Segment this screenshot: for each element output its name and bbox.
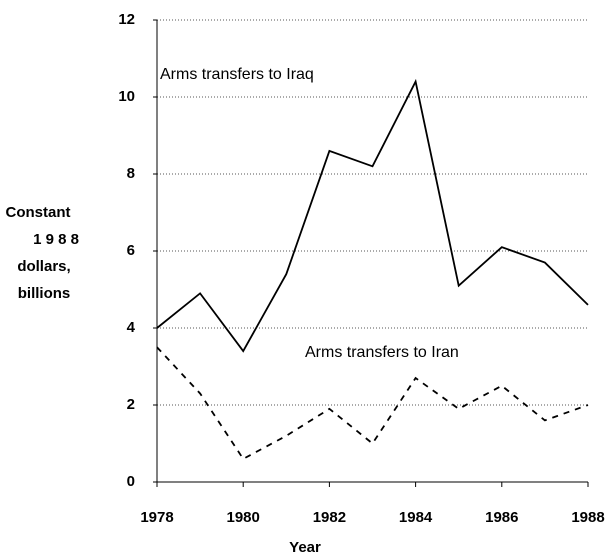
x-tick-label: 1986: [485, 509, 518, 526]
y-tick-label: 4: [127, 319, 136, 336]
y-tick-label: 8: [127, 165, 135, 182]
y-tick-label: 10: [118, 88, 135, 105]
x-tick-label: 1980: [227, 509, 260, 526]
y-axis-label: billions: [18, 285, 71, 302]
y-tick-label: 2: [127, 396, 135, 413]
data-line: [156, 346, 589, 461]
y-tick-label: 12: [118, 11, 135, 28]
series-annotation: Arms transfers to Iran: [305, 344, 459, 361]
x-tick-label: 1982: [313, 509, 346, 526]
y-tick-label: 0: [127, 473, 135, 490]
x-axis-label: Year: [289, 539, 321, 556]
y-tick-label: 6: [127, 242, 135, 259]
y-axis-label: Constant: [6, 204, 71, 221]
x-tick-label: 1978: [140, 509, 173, 526]
series-annotation: Arms transfers to Iraq: [160, 66, 314, 83]
data-line: [156, 78, 589, 353]
y-axis-label: 1 9 8 8: [33, 231, 79, 248]
x-tick-label: 1984: [399, 509, 433, 526]
x-tick-label: 1988: [571, 509, 604, 526]
y-axis-label: dollars,: [17, 258, 70, 275]
